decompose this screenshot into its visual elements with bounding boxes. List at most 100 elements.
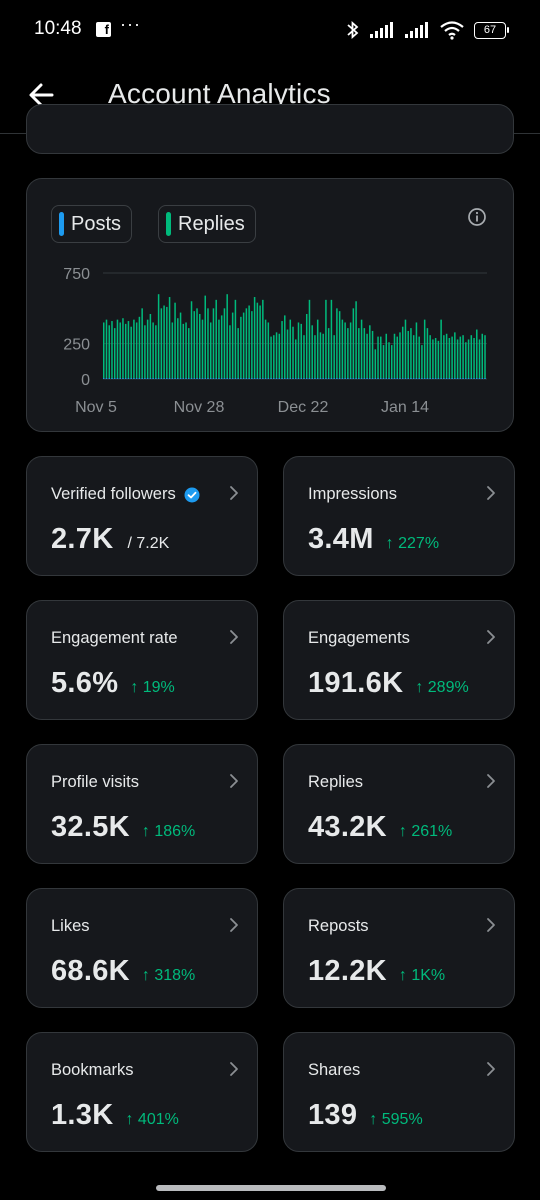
stat-card-engagements[interactable]: Engagements 191.6K ↑ 289% — [283, 600, 515, 720]
reply-bar — [426, 328, 429, 379]
info-icon[interactable] — [467, 207, 487, 227]
post-bar — [322, 378, 324, 379]
stat-card-reposts[interactable]: Reposts 12.2K ↑ 1K% — [283, 888, 515, 1008]
reply-bar — [445, 333, 448, 379]
chevron-right-icon — [230, 486, 238, 500]
reply-bar — [127, 321, 130, 379]
post-bar — [157, 378, 160, 379]
reply-bar — [344, 322, 346, 379]
post-bar — [196, 378, 198, 379]
legend-replies-label: Replies — [178, 212, 245, 235]
post-bar — [437, 378, 440, 379]
reply-bar — [253, 297, 256, 379]
stat-label-text: Engagement rate — [51, 629, 178, 647]
stat-label: Impressions — [308, 485, 397, 504]
stat-card-bookmarks[interactable]: Bookmarks 1.3K ↑ 401% — [26, 1032, 258, 1152]
post-bar — [341, 378, 344, 379]
reply-bar — [220, 315, 223, 379]
reply-bar — [341, 319, 344, 379]
post-bar — [193, 378, 196, 379]
arrow-left-icon[interactable] — [26, 78, 60, 112]
reply-bar — [188, 328, 190, 379]
reply-bar — [451, 336, 453, 379]
post-bar — [248, 378, 250, 379]
reply-bar — [388, 342, 390, 379]
stat-value: 3.4M — [308, 523, 374, 555]
reply-bar — [144, 325, 146, 379]
stat-label-text: Engagements — [308, 629, 410, 647]
reply-bar — [212, 308, 215, 379]
reply-bar — [292, 326, 294, 379]
reply-bar — [369, 325, 371, 379]
reply-bar — [305, 313, 308, 379]
post-bar — [473, 378, 475, 379]
reply-bar — [149, 313, 152, 379]
post-bar — [434, 378, 437, 379]
stat-card-likes[interactable]: Likes 68.6K ↑ 318% — [26, 888, 258, 1008]
reply-bar — [374, 349, 377, 379]
post-bar — [130, 378, 132, 379]
chevron-right-icon — [230, 918, 238, 932]
post-bar — [325, 378, 327, 379]
legend-posts-chip[interactable]: Posts — [51, 205, 133, 243]
reply-bar — [204, 295, 206, 379]
post-bar — [231, 378, 234, 379]
stat-card-impressions[interactable]: Impressions 3.4M ↑ 227% — [283, 456, 515, 576]
post-bar — [113, 378, 116, 379]
reply-bar — [168, 297, 171, 379]
stat-card-profile-visits[interactable]: Profile visits 32.5K ↑ 186% — [26, 744, 258, 864]
reply-bar — [226, 294, 228, 379]
reply-bar — [240, 316, 242, 379]
post-bar — [415, 378, 418, 379]
post-bar — [278, 378, 281, 379]
post-bar — [454, 378, 456, 379]
stat-label-text: Shares — [308, 1061, 361, 1079]
post-bar — [237, 378, 239, 379]
reply-bar — [119, 322, 121, 379]
stat-change: ↑ 186% — [141, 823, 196, 840]
reply-bar — [264, 319, 267, 379]
reply-bar — [289, 319, 292, 379]
post-bar — [155, 378, 157, 379]
reply-bar — [237, 328, 239, 379]
legend-replies-chip[interactable]: Replies — [158, 205, 256, 243]
post-bar — [223, 378, 226, 379]
reply-bar — [122, 318, 124, 379]
post-bar — [391, 378, 393, 379]
stat-card-engagement-rate[interactable]: Engagement rate 5.6% ↑ 19% — [26, 600, 258, 720]
stat-card-shares[interactable]: Shares 139 ↑ 595% — [283, 1032, 515, 1152]
reply-bar — [314, 335, 316, 379]
reply-bar — [311, 325, 313, 379]
stat-label-text: Verified followers — [51, 485, 176, 503]
reply-bar — [193, 311, 196, 379]
reply-bar — [209, 322, 212, 379]
reply-bar — [454, 332, 456, 379]
post-bar — [440, 378, 442, 379]
reply-bar — [177, 318, 179, 379]
post-bar — [484, 378, 486, 379]
home-indicator[interactable] — [156, 1185, 386, 1191]
reply-bar — [155, 325, 157, 379]
reply-bar — [423, 319, 426, 379]
stat-label: Bookmarks — [51, 1061, 134, 1080]
stat-card-replies[interactable]: Replies 43.2K ↑ 261% — [283, 744, 515, 864]
stat-change: ↑ 318% — [141, 967, 196, 984]
reply-bar — [358, 328, 360, 379]
post-bar — [207, 378, 209, 379]
wifi-icon — [440, 21, 464, 40]
post-bar — [127, 378, 130, 379]
post-bar — [465, 378, 467, 379]
post-bar — [476, 378, 478, 379]
post-bar — [253, 378, 256, 379]
post-bar — [418, 378, 420, 379]
post-bar — [393, 378, 396, 379]
post-bar — [160, 378, 163, 379]
post-bar — [262, 378, 264, 379]
reply-bar — [432, 339, 434, 379]
stat-value: 68.6K — [51, 955, 130, 987]
stat-card-verified-followers[interactable]: Verified followers 2.7K / 7.2K — [26, 456, 258, 576]
post-bar — [404, 378, 407, 379]
stat-value-row: 68.6K ↑ 318% — [51, 955, 195, 988]
reply-bar — [399, 332, 401, 379]
post-bar — [352, 378, 355, 379]
